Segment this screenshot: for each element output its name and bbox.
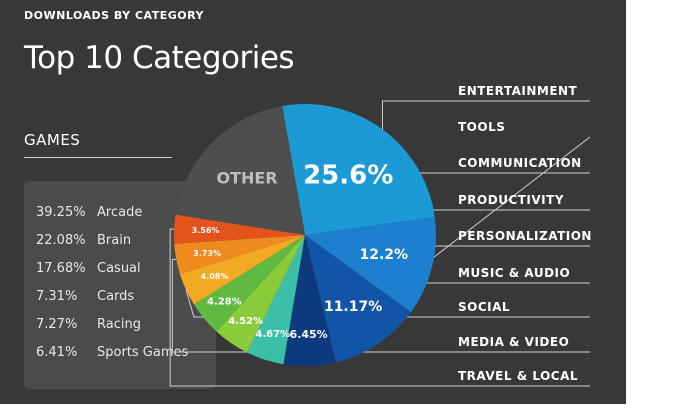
slice-label-music-audio: 4.28%: [207, 296, 242, 307]
games-row-pct: 7.27%: [36, 317, 78, 332]
slice-label-productivity: 4.67%: [255, 329, 290, 340]
pie-slice-media-video: [174, 235, 305, 274]
games-row-pct: 7.31%: [36, 289, 78, 304]
slice-label-personalization: 4.52%: [228, 316, 263, 327]
legend-media-video: MEDIA & VIDEO: [458, 335, 570, 349]
pie-slice-communication: [283, 235, 337, 367]
slice-label-entertainment: 12.2%: [359, 247, 408, 263]
legend-entertainment: ENTERTAINMENT: [458, 84, 578, 98]
games-row: 39.25% Arcade: [36, 205, 142, 220]
games-heading: GAMES: [24, 131, 81, 149]
legend-music-audio: MUSIC & AUDIO: [458, 266, 571, 280]
slice-label-other: OTHER: [216, 169, 277, 188]
pie-slice-personalization: [216, 235, 305, 353]
pie-slices: [174, 103, 436, 367]
games-row-pct: 22.08%: [36, 233, 86, 248]
games-row: 17.68% Casual: [36, 261, 141, 276]
pie-chart: 25.6% 12.2% 11.17% 6.45%4.67% 4.52% 4.28% 4.08…: [169, 100, 591, 387]
infographic-panel: DOWNLOADS BY CATEGORY Top 10 Categories …: [0, 0, 626, 404]
games-row-pct: 39.25%: [36, 205, 86, 220]
pie-slice-social: [179, 235, 305, 305]
games-row-pct: 6.41%: [36, 345, 78, 360]
games-row-pct: 17.68%: [36, 261, 86, 276]
section-header: DOWNLOADS BY CATEGORY: [24, 9, 204, 22]
legend-personalization: PERSONALIZATION: [458, 229, 592, 243]
pie-slice-tools: [305, 235, 411, 363]
games-row-name: Brain: [97, 233, 132, 248]
slice-labels: 25.6% 12.2% 11.17% 6.45%4.67% 4.52% 4.28% 4.08…: [192, 161, 408, 341]
pie-slice-productivity: [246, 235, 305, 365]
slice-label-social: 4.08%: [201, 272, 229, 281]
pie-slice-travel-local: [174, 214, 305, 244]
pie-slice-entertainment: [305, 217, 436, 313]
games-row: 7.31% Cards: [36, 289, 134, 304]
games-row-name: Casual: [97, 261, 141, 276]
legend-social: SOCIAL: [458, 300, 511, 314]
legend-communication: COMMUNICATION: [458, 156, 582, 170]
slice-label-games: 25.6%: [303, 161, 393, 191]
games-row: 7.27% Racing: [36, 317, 141, 332]
games-row-name: Racing: [97, 317, 141, 332]
slice-label-media-video: 3.73%: [193, 249, 221, 258]
legend-travel-local: TRAVEL & LOCAL: [458, 369, 579, 383]
games-row: 6.41% Sports Games: [36, 345, 188, 360]
pie-slice-other: [175, 105, 305, 236]
slice-label-communication: 6.45%: [290, 328, 328, 341]
leader-line-social: [185, 289, 590, 318]
games-row-name: Arcade: [97, 205, 143, 220]
pie-slice-games: [282, 103, 435, 235]
games-underline: [24, 157, 172, 158]
legend-tools: TOOLS: [458, 120, 506, 134]
games-row-name: Sports Games: [97, 345, 189, 360]
slice-label-travel-local: 3.56%: [192, 226, 220, 235]
legend-productivity: PRODUCTIVITY: [458, 193, 565, 207]
games-row: 22.08% Brain: [36, 233, 131, 248]
pie-slice-music-audio: [193, 235, 305, 332]
games-row-name: Cards: [97, 289, 135, 304]
chart-title: Top 10 Categories: [24, 40, 295, 76]
slice-label-tools: 11.17%: [324, 299, 382, 315]
